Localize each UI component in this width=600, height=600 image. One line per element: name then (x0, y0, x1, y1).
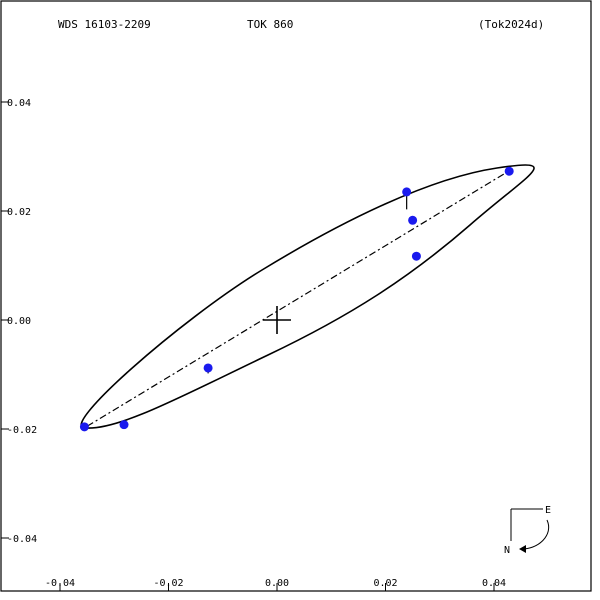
compass-north-label: N (504, 545, 510, 556)
compass-arrowhead (519, 545, 526, 553)
observation-point (79, 422, 89, 432)
y-tick-label: 0.02 (7, 207, 31, 218)
y-tick-label: -0.02 (7, 425, 37, 436)
orbit-ellipse (80, 164, 535, 429)
observation-point (119, 420, 129, 430)
y-tick-label: -0.04 (7, 534, 37, 545)
x-tick-label: 0.04 (482, 578, 506, 589)
y-axis-ticks: 0.04 0.02 0.00 -0.02 -0.04 (1, 98, 37, 545)
line-of-nodes (86, 169, 511, 427)
x-tick-label: -0.02 (153, 578, 183, 589)
observation-point (402, 187, 412, 197)
x-axis-ticks: -0.04 -0.02 0.00 0.02 0.04 (45, 578, 506, 591)
observation-point (411, 251, 421, 261)
compass: E N (504, 505, 551, 556)
discoverer-label: TOK 860 (247, 18, 293, 31)
compass-direction-arc (519, 519, 550, 550)
compass-east-label: E (545, 505, 551, 516)
x-tick-label: 0.00 (265, 578, 289, 589)
primary-star-cross (263, 306, 291, 334)
observations-layer (79, 166, 514, 432)
y-tick-label: 0.00 (7, 316, 31, 327)
observation-point (408, 215, 418, 225)
y-tick-label: 0.04 (7, 98, 31, 109)
observation-point (504, 166, 514, 176)
x-tick-label: 0.02 (373, 578, 397, 589)
x-tick-label: -0.04 (45, 578, 75, 589)
wds-id-label: WDS 16103-2209 (58, 18, 151, 31)
plot-frame (0, 0, 592, 592)
reference-label: (Tok2024d) (478, 18, 544, 31)
observation-point (203, 363, 213, 373)
